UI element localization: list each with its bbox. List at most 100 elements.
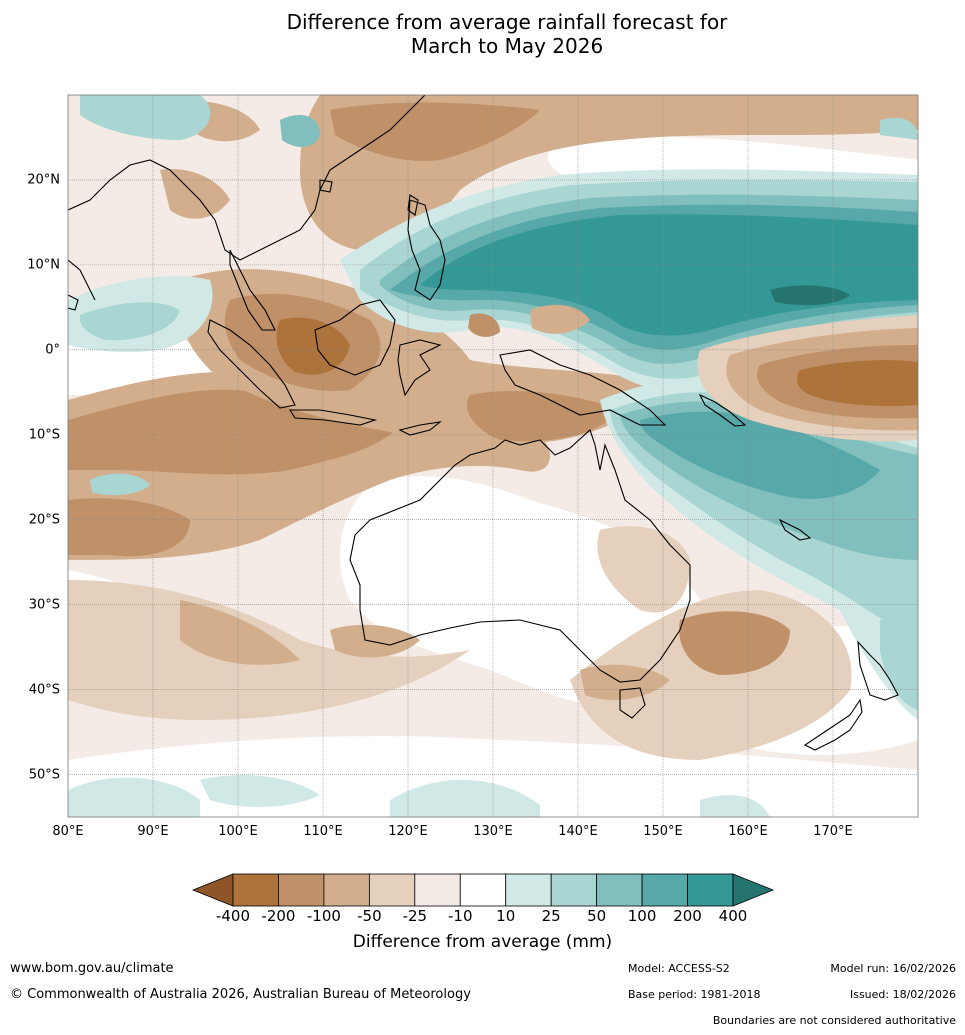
coastline-asia-mainland [68, 95, 426, 261]
wet-patch-southern-ocean-2 [390, 779, 540, 817]
dry-patch-sulawesi [530, 304, 590, 334]
dry-core-central-pacific [797, 360, 918, 407]
coastline-new-zealand-south [803, 698, 863, 751]
dry-patch-borneo [468, 313, 500, 337]
colorbar-tick-label: 50 [587, 907, 607, 925]
issued-date: Issued: 18/02/2026 [849, 988, 956, 1001]
colorbar-tick-label: 400 [718, 907, 748, 925]
longitude-label: 100°E [218, 824, 258, 839]
coastline-sumatra [207, 319, 296, 409]
dry-patch-queensland [597, 526, 690, 613]
colorbar-cell [596, 873, 643, 907]
dry-patch-bass-strait [580, 664, 670, 700]
colorbar-extend-max [732, 873, 775, 907]
colorbar-tick-label: 200 [673, 907, 702, 925]
colorbar-tick-label: -400 [215, 907, 251, 925]
rainfall-map [67, 94, 919, 818]
coastline-taiwan [407, 194, 419, 216]
coastline-new-guinea [499, 349, 667, 426]
wet-patch-new-zealand-west [880, 614, 918, 710]
dry-deep-maritime-continent [276, 317, 350, 375]
map-frame [67, 94, 919, 818]
coastline-sulawesi [397, 339, 442, 397]
dry-core-tasman [679, 611, 790, 675]
wet-band-west-pacific-400 [420, 214, 918, 336]
dry-band-arafura [466, 390, 620, 442]
wet-patch-southern-ocean-1 [68, 777, 200, 817]
dry-patch-indochina [160, 169, 230, 219]
coastline-new-zealand-north [857, 640, 899, 701]
longitude-label: 170°E [813, 824, 853, 839]
latitude-label: 30°S [28, 597, 60, 613]
website-link[interactable]: www.bom.gov.au/climate [10, 961, 174, 976]
dry-patch-west-australia [68, 498, 190, 557]
wet-patch-northwest [80, 95, 211, 140]
wet-band-coral-sea-200 [640, 411, 880, 499]
wet-patch-south-china-coast [280, 115, 320, 147]
dry-patch-bight [330, 624, 420, 658]
coastline-hainan [319, 179, 333, 193]
boundary-disclaimer: Boundaries are not considered authoritat… [712, 1014, 956, 1027]
latitude-label: 40°S [28, 682, 60, 698]
wet-core-west-pacific [770, 285, 850, 306]
model-name: Model: ACCESS-S2 [628, 962, 730, 975]
wet-patch-southern-ocean-4 [700, 795, 770, 817]
coastline-india-east [68, 259, 96, 301]
latitude-label: 50°S [28, 767, 60, 783]
colorbar-tick-label: -10 [448, 907, 473, 925]
longitude-label: 90°E [137, 824, 169, 839]
chart-title: Difference from average rainfall forecas… [0, 10, 965, 58]
latitude-label: 0° [45, 342, 60, 358]
coastline-sri-lanka [68, 294, 79, 311]
colorbar-tick-label: -25 [402, 907, 428, 925]
colorbar-cell [414, 873, 461, 907]
colorbar-tick-label: -50 [357, 907, 382, 925]
colorbar-cell [550, 873, 598, 907]
wet-core-bay-of-bengal [79, 302, 180, 341]
coastline-solomon-islands [698, 393, 747, 427]
longitude-label: 150°E [643, 824, 683, 839]
colorbar-cell [687, 873, 734, 907]
dry-core-south-china-sea [330, 102, 540, 161]
colorbar-tick-label: 100 [627, 907, 657, 925]
latitude-label: 20°N [27, 172, 60, 188]
colorbar-tick-label: -100 [306, 907, 341, 925]
colorbar-cell [459, 873, 507, 907]
coastline-java [289, 409, 378, 426]
wet-patch-southern-ocean-3 [200, 775, 320, 807]
title-line-1: Difference from average rainfall forecas… [286, 10, 728, 34]
colorbar-tick-label: -200 [261, 907, 296, 925]
colorbar-tick-label: 25 [541, 907, 561, 925]
longitude-label: 120°E [388, 824, 428, 839]
coastline-borneo [314, 299, 396, 376]
graticule [68, 95, 918, 817]
colorbar-cell [232, 873, 279, 907]
colorbar-cell [278, 873, 325, 907]
longitude-label: 110°E [303, 824, 343, 839]
colorbar-cell [641, 873, 688, 907]
wet-patch-indian-ocean [90, 473, 150, 496]
colorbar-cell [505, 873, 552, 907]
model-run-date: Model run: 16/02/2026 [830, 962, 956, 975]
latitude-label: 10°S [28, 427, 60, 443]
colorbar-title: Difference from average (mm) [352, 932, 613, 952]
dry-patch-south [180, 600, 300, 665]
colorbar-extend-min [191, 873, 234, 907]
copyright-text: © Commonwealth of Australia 2026, Austra… [10, 987, 471, 1002]
latitude-label: 10°N [27, 257, 60, 273]
coastline-philippines [407, 199, 446, 301]
coastline-malay-peninsula [229, 249, 276, 331]
longitude-label: 160°E [728, 824, 768, 839]
longitude-label: 80°E [52, 824, 84, 839]
coastline-timor [398, 421, 442, 436]
title-line-2: March to May 2026 [410, 34, 604, 58]
coastline-australia [349, 429, 691, 683]
longitude-label: 130°E [473, 824, 513, 839]
colorbar-cell [323, 873, 370, 907]
coastline-tasmania [619, 687, 646, 719]
colorbar-tick-label: 10 [496, 907, 516, 925]
longitude-label: 140°E [558, 824, 598, 839]
wet-patch-northeast [880, 117, 918, 140]
colorbar-cell [368, 873, 416, 907]
